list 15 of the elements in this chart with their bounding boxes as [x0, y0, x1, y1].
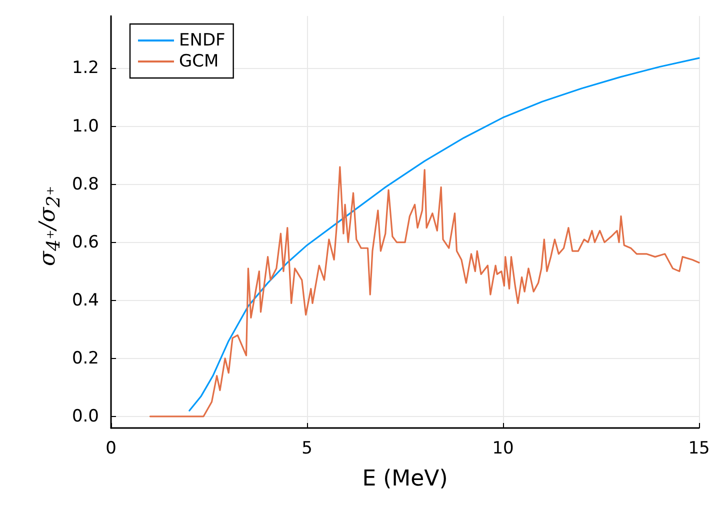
x-tick-label: 5 — [302, 438, 312, 458]
y-tick-label: 1.2 — [72, 58, 99, 78]
y-tick-label: 0.8 — [72, 174, 99, 194]
legend-label: ENDF — [179, 30, 226, 50]
x-tick-label: 0 — [106, 438, 116, 458]
legend-label: GCM — [179, 52, 219, 72]
y-tick-label: 1.0 — [72, 116, 99, 136]
line-series — [149, 166, 700, 418]
x-tick-label: 15 — [688, 438, 710, 458]
y-tick-label: 0.4 — [72, 290, 99, 310]
x-tick-label: 10 — [492, 438, 514, 458]
y-tick-label: 0.0 — [72, 406, 99, 426]
y-tick-label: 0.6 — [72, 232, 99, 252]
y-tick-label: 0.2 — [72, 348, 99, 368]
x-axis-title: E (MeV) — [362, 466, 448, 492]
